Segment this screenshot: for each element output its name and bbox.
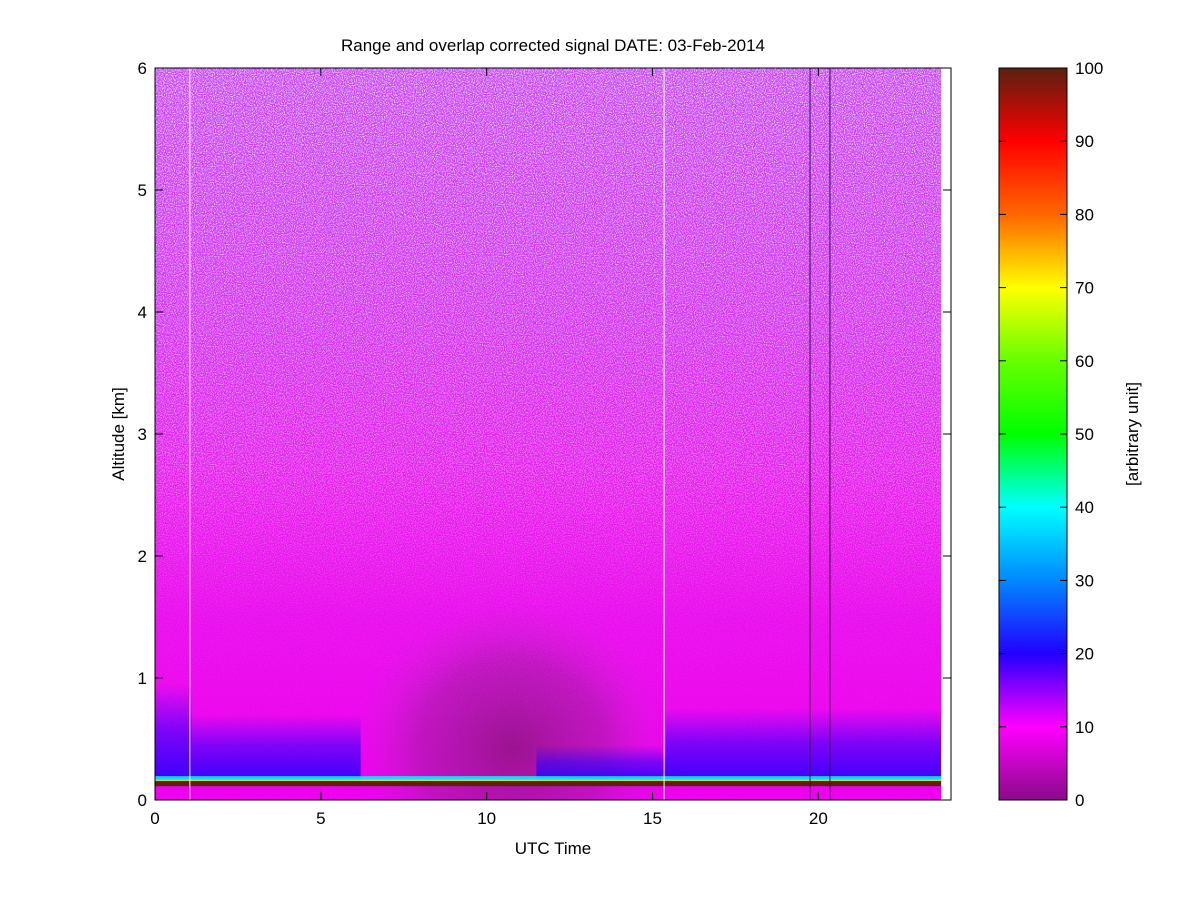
colorbar-tick-label: 90 xyxy=(1075,132,1094,151)
y-axis: 0 1 2 3 4 5 6 xyxy=(138,59,951,810)
y-tick-label: 1 xyxy=(138,669,147,688)
x-tick-label: 5 xyxy=(316,809,325,828)
x-tick-label: 0 xyxy=(150,809,159,828)
colorbar-label: [arbitrary unit] xyxy=(1123,382,1142,486)
colorbar-tick-label: 80 xyxy=(1075,205,1094,224)
y-tick-label: 5 xyxy=(138,181,147,200)
upper-noise-overlay xyxy=(155,68,942,800)
plot-area xyxy=(155,68,951,800)
colorbar-ticks: 0 10 20 30 40 50 60 70 80 90 100 xyxy=(999,59,1103,810)
colorbar-tick-label: 30 xyxy=(1075,571,1094,590)
colorbar-tick-label: 50 xyxy=(1075,425,1094,444)
y-tick-label: 0 xyxy=(138,791,147,810)
ground-signal xyxy=(155,776,942,787)
x-tick-label: 20 xyxy=(809,809,828,828)
data-gaps xyxy=(189,68,831,800)
colorbar-tick-label: 0 xyxy=(1075,791,1084,810)
x-axis-label: UTC Time xyxy=(515,839,592,858)
colorbar-tick-label: 10 xyxy=(1075,718,1094,737)
chart-title: Range and overlap corrected signal DATE:… xyxy=(341,36,765,55)
x-axis: 0 5 10 15 20 xyxy=(150,68,828,828)
y-tick-label: 2 xyxy=(138,547,147,566)
colorbar: 0 10 20 30 40 50 60 70 80 90 100 [arbitrary unit] xyxy=(998,59,1142,810)
colorbar-scale xyxy=(998,67,1068,801)
y-tick-label: 3 xyxy=(138,425,147,444)
y-tick-label: 6 xyxy=(138,59,147,78)
y-tick-label: 4 xyxy=(138,303,147,322)
colorbar-tick-label: 60 xyxy=(1075,352,1094,371)
colorbar-tick-label: 20 xyxy=(1075,645,1094,664)
ground-signal-cyan xyxy=(155,776,942,780)
x-tick-label: 15 xyxy=(643,809,662,828)
colorbar-tick-label: 70 xyxy=(1075,279,1094,298)
y-axis-label: Altitude [km] xyxy=(109,387,128,481)
colorbar-tick-label: 40 xyxy=(1075,498,1094,517)
x-tick-label: 10 xyxy=(477,809,496,828)
ground-signal-yellow xyxy=(155,779,942,782)
ground-signal-peak xyxy=(155,781,942,787)
colorbar-tick-label: 100 xyxy=(1075,59,1103,78)
